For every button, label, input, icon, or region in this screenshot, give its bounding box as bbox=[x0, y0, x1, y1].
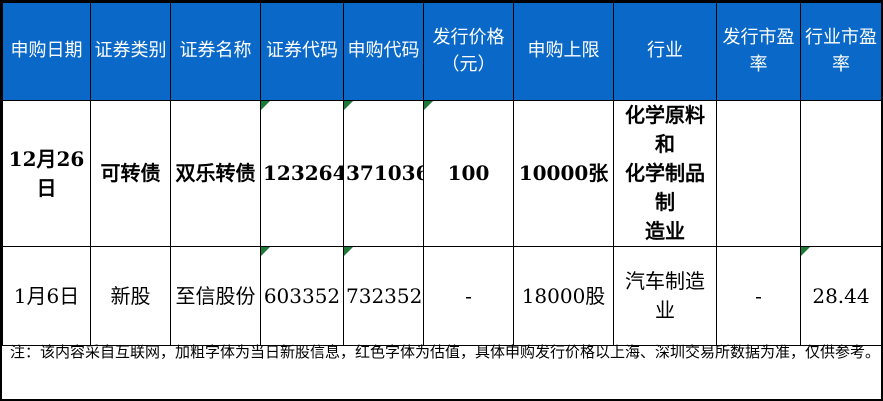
comment-flag-icon bbox=[261, 101, 270, 110]
cell-security-type: 可转债 bbox=[90, 100, 171, 247]
cell-security-name: 双乐转债 bbox=[170, 100, 261, 247]
cell-security-code: 123264 bbox=[260, 100, 344, 247]
comment-flag-icon bbox=[344, 247, 353, 256]
table-row-shuangle-convertible-bond: 12月26日 可转债 双乐转债 123264 371036 100 10000张… bbox=[2, 100, 881, 247]
cell-date: 1月6日 bbox=[2, 246, 91, 346]
header-cell-subscription-code: 申购代码 bbox=[343, 2, 424, 101]
cell-issue-pe-ratio: - bbox=[716, 246, 801, 346]
cell-issue-price: - bbox=[423, 246, 514, 346]
cell-industry: 化学原料和 化学制品制 造业 bbox=[613, 100, 717, 247]
cell-industry-pe-ratio: 28.44 bbox=[800, 246, 881, 346]
header-cell-security-name: 证券名称 bbox=[170, 2, 261, 101]
subscription-table: 申购日期 证券类别 证券名称 证券代码 申购代码 发行价格 （元） 申购上限 行… bbox=[2, 2, 881, 346]
header-cell-subscription-date: 申购日期 bbox=[2, 2, 91, 101]
header-cell-issue-pe-ratio: 发行市盈 率 bbox=[716, 2, 801, 101]
comment-flag-icon bbox=[344, 101, 353, 110]
header-cell-industry: 行业 bbox=[613, 2, 717, 101]
disclaimer-note: 注：该内容采自互联网，加粗字体为当日新股信息，红色字体为估值，具体申购发行价格以… bbox=[10, 342, 881, 361]
cell-subscription-code: 732352 bbox=[343, 246, 424, 346]
header-cell-security-type: 证券类别 bbox=[90, 2, 171, 101]
cell-security-code: 603352 bbox=[260, 246, 344, 346]
cell-date: 12月26日 bbox=[2, 100, 91, 247]
header-cell-security-code: 证券代码 bbox=[260, 2, 344, 101]
footer-note-area: 注：该内容采自互联网，加粗字体为当日新股信息，红色字体为估值，具体申购发行价格以… bbox=[2, 303, 881, 399]
table-row-zhixin-shares: 1月6日 新股 至信股份 603352 732352 - 18000股 汽车制造… bbox=[2, 246, 881, 346]
comment-flag-icon bbox=[801, 247, 810, 256]
cell-subscription-limit: 10000张 bbox=[513, 100, 614, 247]
table-header-row: 申购日期 证券类别 证券名称 证券代码 申购代码 发行价格 （元） 申购上限 行… bbox=[2, 2, 881, 101]
cell-security-name: 至信股份 bbox=[170, 246, 261, 346]
cell-issue-price: 100 bbox=[423, 100, 514, 247]
header-cell-industry-pe-ratio: 行业市盈 率 bbox=[800, 2, 881, 101]
cell-industry: 汽车制造业 bbox=[613, 246, 717, 346]
comment-flag-icon bbox=[261, 247, 270, 256]
cell-subscription-code: 371036 bbox=[343, 100, 424, 247]
cell-subscription-limit: 18000股 bbox=[513, 246, 614, 346]
cell-issue-pe-ratio bbox=[716, 100, 801, 247]
header-cell-issue-price: 发行价格 （元） bbox=[423, 2, 514, 101]
header-cell-subscription-limit: 申购上限 bbox=[513, 2, 614, 101]
cell-industry-pe-ratio bbox=[800, 100, 881, 247]
comment-flag-icon bbox=[424, 101, 433, 110]
